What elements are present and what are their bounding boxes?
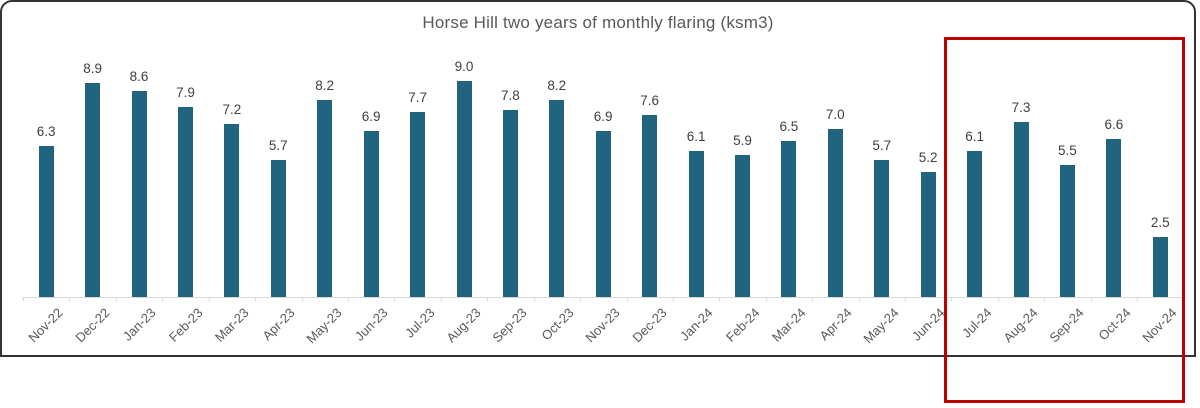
x-axis-tick [440, 297, 442, 301]
bar-Mar-23 [224, 124, 240, 297]
category-label: Dec-22 [71, 305, 113, 346]
bar-Nov-22 [38, 145, 54, 297]
bar-value-label: 6.1 [686, 128, 706, 144]
x-axis-tick [208, 297, 210, 301]
bar-Jan-23 [131, 90, 147, 297]
bar-Aug-24 [1013, 121, 1029, 297]
x-axis-tick [23, 297, 24, 301]
x-axis-tick [347, 297, 349, 301]
category-label: Apr-24 [816, 305, 855, 344]
x-axis-tick [812, 297, 814, 301]
x-axis-tick [394, 297, 396, 301]
x-axis-tick [580, 297, 581, 301]
bar-Jun-23 [363, 131, 379, 297]
x-axis-tick [672, 297, 674, 301]
x-axis-tick [162, 297, 164, 301]
x-axis-tick [719, 297, 721, 301]
x-axis-tick [1044, 297, 1046, 301]
chart-title: Horse Hill two years of monthly flaring … [422, 13, 774, 32]
category-label: Dec-23 [629, 305, 670, 346]
category-label: Sep-24 [1046, 305, 1087, 346]
bar-Jul-23 [410, 112, 426, 297]
bar-value-label: 8.9 [83, 61, 102, 77]
bar-value-label: 9.0 [454, 59, 474, 74]
bar-Jan-24 [688, 150, 704, 297]
plot-area: 6.3 Nov-22 8.9 Dec-22 8.6 Jan-23 7.9 Feb-23 7.2 M… [2, 2, 1194, 355]
category-label: Apr-23 [259, 305, 298, 344]
x-axis-tick [255, 297, 257, 301]
bar-Oct-23 [549, 100, 565, 297]
bar-Dec-23 [642, 114, 658, 297]
bar-Apr-23 [270, 160, 286, 297]
bar-value-label: 7.3 [1011, 99, 1031, 115]
bar-Jun-24 [920, 172, 936, 297]
category-label: Feb-24 [722, 305, 763, 345]
bar-value-label: 6.9 [593, 109, 613, 125]
bar-value-label: 8.6 [129, 68, 149, 84]
x-axis-tick [69, 297, 71, 301]
bar-value-label: 5.7 [872, 138, 892, 154]
x-axis-tick [1090, 297, 1092, 301]
bar-value-label: 7.8 [501, 87, 520, 103]
bar-Aug-23 [456, 81, 472, 297]
x-axis-tick [1183, 297, 1185, 301]
category-label: Jul-23 [401, 305, 438, 341]
category-label: Jul-24 [958, 305, 995, 341]
bar-value-label: 7.0 [825, 107, 845, 122]
bar-Nov-23 [595, 131, 611, 297]
bar-Feb-24 [735, 155, 750, 297]
bar-value-label: 5.5 [1058, 143, 1077, 158]
bar-value-label: 7.6 [640, 92, 660, 108]
bar-value-label: 7.7 [408, 90, 427, 106]
bar-value-label: 6.6 [1104, 116, 1124, 132]
bar-value-label: 7.9 [176, 85, 195, 101]
category-label: Nov-24 [1139, 305, 1180, 346]
bar-May-24 [874, 160, 890, 297]
bar-Mar-24 [781, 141, 797, 297]
bar-value-label: 6.1 [965, 128, 984, 144]
bar-value-label: 5.9 [733, 133, 752, 149]
bar-Sep-23 [502, 109, 518, 297]
bar-Dec-22 [85, 83, 101, 297]
bar-value-label: 7.2 [222, 102, 242, 118]
bar-Jul-24 [967, 150, 983, 297]
x-axis-tick [487, 297, 489, 301]
bar-Oct-24 [1106, 138, 1122, 297]
chart-frame: Horse Hill two years of monthly flaring … [0, 0, 1196, 357]
category-label: Feb-23 [165, 305, 206, 345]
bar-value-label: 8.2 [315, 78, 335, 94]
category-label: Sep-23 [489, 305, 530, 346]
bar-Apr-24 [827, 129, 843, 297]
x-axis-tick [765, 297, 767, 301]
category-label: May-23 [303, 305, 345, 347]
bar-Sep-24 [1059, 165, 1075, 297]
bar-value-label: 2.5 [1150, 215, 1170, 230]
bar-May-23 [317, 100, 333, 297]
x-axis-tick [905, 297, 906, 301]
x-axis-tick [626, 297, 628, 301]
bar-value-label: 6.3 [36, 123, 56, 139]
bar-Feb-23 [178, 107, 193, 297]
bar-value-label: 5.2 [918, 150, 938, 166]
x-axis-tick [301, 297, 303, 301]
x-axis-line [22, 297, 1186, 298]
x-axis-tick [1137, 297, 1139, 301]
x-axis-tick [951, 297, 953, 301]
x-axis-tick [858, 297, 860, 301]
x-axis-tick [533, 297, 535, 301]
x-axis-tick [997, 297, 999, 301]
category-label: Nov-22 [25, 305, 66, 346]
bar-Nov-24 [1152, 237, 1168, 297]
bar-value-label: 8.2 [547, 78, 567, 94]
bar-value-label: 6.5 [779, 119, 799, 134]
bar-value-label: 5.7 [268, 138, 288, 154]
x-axis-tick [115, 297, 117, 301]
bar-value-label: 6.9 [361, 109, 381, 125]
